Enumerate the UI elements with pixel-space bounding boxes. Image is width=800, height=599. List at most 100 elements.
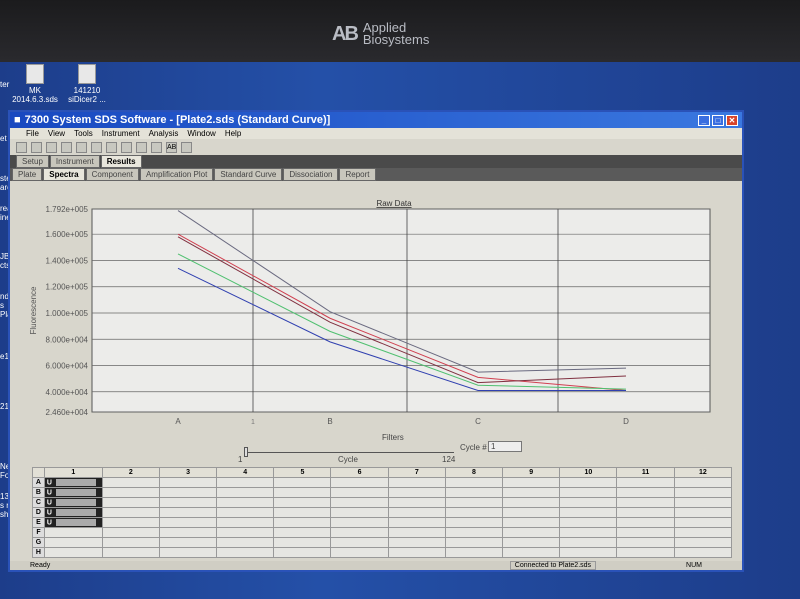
minimize-button[interactable]: _ [698,114,710,126]
well[interactable] [330,487,389,498]
column-header[interactable]: 4 [216,467,275,478]
well[interactable] [216,527,275,538]
well[interactable] [559,477,618,488]
well[interactable] [158,527,218,538]
subtab-amplification-plot[interactable]: Amplification Plot [139,168,214,181]
well[interactable] [158,477,218,488]
well[interactable] [216,477,275,488]
well[interactable] [43,537,103,548]
well[interactable] [330,527,389,538]
well[interactable] [101,497,160,508]
well[interactable] [444,487,504,498]
well[interactable] [101,507,160,518]
well[interactable] [101,527,160,538]
well[interactable]: U [43,477,103,488]
well[interactable] [502,487,561,498]
well[interactable] [444,517,504,528]
well[interactable] [216,497,275,508]
well[interactable] [101,477,160,488]
run-icon[interactable] [136,141,147,153]
cycle-slider[interactable] [244,447,454,457]
well[interactable] [673,537,733,548]
well[interactable] [444,547,504,558]
subtab-dissociation[interactable]: Dissociation [283,168,339,181]
well[interactable] [559,547,618,558]
row-header[interactable]: E [32,517,45,528]
menu-file[interactable]: File [26,129,39,138]
well[interactable] [502,517,561,528]
subtab-spectra[interactable]: Spectra [43,168,85,181]
well[interactable] [158,487,218,498]
slider-thumb[interactable] [244,447,248,457]
well[interactable] [273,507,332,518]
well[interactable] [673,507,733,518]
row-header[interactable]: A [32,477,45,488]
well[interactable] [559,527,618,538]
well[interactable]: U [43,507,103,518]
column-header[interactable]: 6 [330,467,389,478]
row-header[interactable]: H [32,547,45,558]
well[interactable] [673,547,733,558]
well[interactable] [216,507,275,518]
well[interactable] [216,547,275,558]
well[interactable] [330,537,389,548]
well[interactable] [43,527,103,538]
well[interactable] [273,477,332,488]
menu-instrument[interactable]: Instrument [101,129,140,138]
desktop-icon-label[interactable]: ster are [0,174,14,192]
well[interactable] [559,497,618,508]
well[interactable] [559,537,618,548]
well[interactable] [616,487,675,498]
save-icon[interactable] [46,141,57,153]
well[interactable] [673,487,733,498]
close-button[interactable]: ✕ [726,114,738,126]
well[interactable] [216,537,275,548]
row-header[interactable]: C [32,497,45,508]
well[interactable] [273,537,332,548]
well[interactable] [559,507,618,518]
menu-analysis[interactable]: Analysis [148,129,179,138]
subtab-plate[interactable]: Plate [12,168,43,181]
menu-tools[interactable]: Tools [74,129,93,138]
tab-setup[interactable]: Setup [16,155,49,168]
well[interactable] [330,517,389,528]
well[interactable] [616,517,675,528]
well[interactable] [330,497,389,508]
well[interactable] [387,517,446,528]
well[interactable] [330,547,389,558]
well[interactable] [101,517,160,528]
well[interactable] [502,507,561,518]
well[interactable] [673,527,733,538]
well[interactable]: U [43,487,103,498]
column-header[interactable]: 11 [616,467,675,478]
plate-icon[interactable] [121,141,132,153]
analyze-icon[interactable] [91,141,102,153]
title-bar[interactable]: ■ 7300 System SDS Software - [Plate2.sds… [10,112,742,128]
row-header[interactable]: B [32,487,45,498]
print-icon[interactable] [61,141,72,153]
menu-view[interactable]: View [47,129,66,138]
well[interactable] [158,547,218,558]
well[interactable] [101,537,160,548]
well[interactable] [444,507,504,518]
well[interactable] [444,477,504,488]
well[interactable] [616,537,675,548]
desktop-icon-label[interactable]: ter [0,80,10,89]
column-header[interactable]: 1 [43,467,103,478]
column-header[interactable]: 9 [502,467,561,478]
ab-icon[interactable]: AB [166,141,177,153]
well[interactable] [273,527,332,538]
menu-help[interactable]: Help [224,129,242,138]
menu-window[interactable]: Window [187,129,216,138]
well[interactable] [502,527,561,538]
tab-results[interactable]: Results [100,155,142,168]
well[interactable] [616,527,675,538]
well[interactable] [158,497,218,508]
well[interactable] [101,547,160,558]
well[interactable] [444,537,504,548]
well[interactable] [387,477,446,488]
column-header[interactable]: 8 [444,467,504,478]
well[interactable] [444,497,504,508]
well[interactable] [616,477,675,488]
well[interactable] [502,537,561,548]
